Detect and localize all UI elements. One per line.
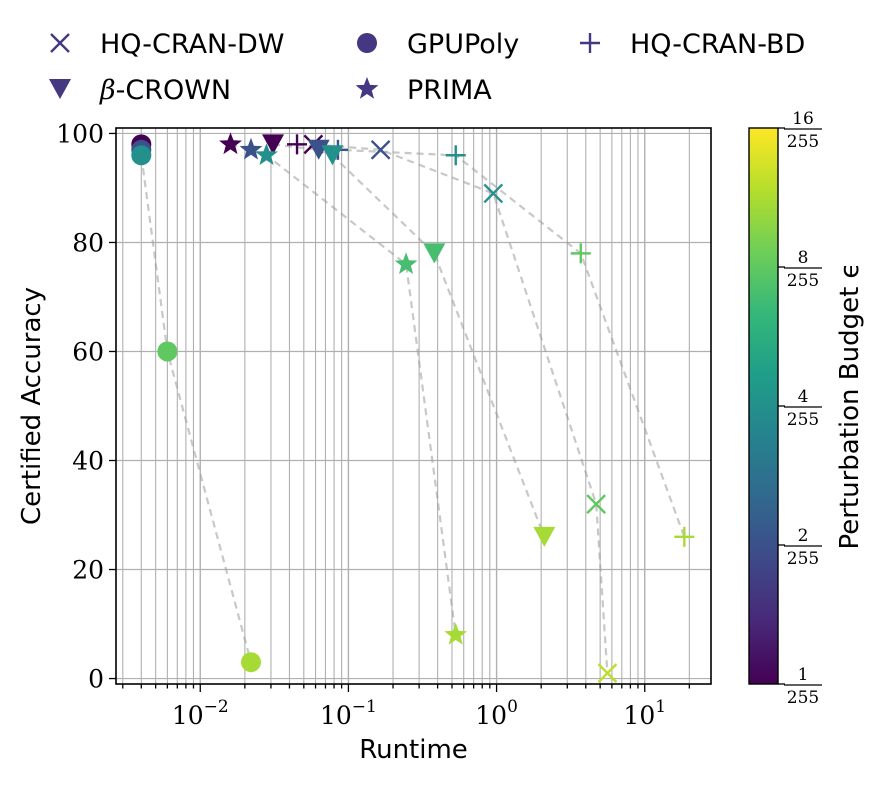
colorbar-tick-numerator: 8 <box>798 248 809 268</box>
legend-label: GPUPoly <box>407 29 519 60</box>
y-tick-label: 100 <box>56 119 104 148</box>
legend-marker <box>580 33 600 53</box>
axes: 10−2 10−1 100 101020406080100RuntimeCertifi… <box>17 119 712 765</box>
colorbar-tick-denominator: 255 <box>787 271 819 291</box>
legend-label: HQ-CRAN-DW <box>100 29 284 60</box>
data-point <box>219 132 242 155</box>
colorbar-tick-denominator: 255 <box>787 688 819 708</box>
data-point <box>483 183 504 204</box>
data-point <box>307 139 330 160</box>
colorbar-tick-numerator: 4 <box>798 387 809 407</box>
legend-marker <box>49 79 71 99</box>
connector-lines <box>140 143 686 674</box>
colorbar-tick-denominator: 255 <box>787 410 819 430</box>
series-line <box>296 143 686 538</box>
legend-label: PRIMA <box>407 75 492 106</box>
data-point <box>586 494 607 514</box>
data-point <box>533 526 556 547</box>
data-point <box>370 139 391 160</box>
data-marks <box>131 132 695 683</box>
data-point <box>597 663 618 683</box>
y-tick-label: 0 <box>88 665 104 694</box>
data-point <box>255 143 278 165</box>
legend-item: PRIMA <box>355 75 492 106</box>
legend-item: HQ-CRAN-BD <box>580 29 805 60</box>
y-tick-label: 40 <box>72 447 104 476</box>
data-point <box>239 137 263 160</box>
series-line <box>313 143 609 674</box>
legend: HQ-CRAN-DW GPUPoly HQ-CRAN-BD β-CROWN PRIMA <box>49 29 805 106</box>
data-point <box>131 145 152 166</box>
plot-frame <box>115 127 712 685</box>
data-point <box>444 622 468 645</box>
colorbar-gradient <box>748 127 779 685</box>
legend-marker <box>357 33 377 53</box>
colorbar-tick-numerator: 16 <box>792 109 814 129</box>
legend-item: HQ-CRAN-DW <box>50 29 284 60</box>
legend-marker <box>50 33 70 53</box>
legend-marker <box>355 77 379 99</box>
colorbar-tick-denominator: 255 <box>787 549 819 569</box>
data-point <box>394 252 418 274</box>
data-point <box>262 134 285 155</box>
legend-item: β-CROWN <box>49 75 231 106</box>
legend-label: β-CROWN <box>99 75 231 106</box>
series-line <box>140 144 253 663</box>
y-axis-title: Certified Accuracy <box>17 287 47 525</box>
grid <box>116 128 711 684</box>
data-point <box>240 652 261 673</box>
series-line <box>272 143 546 538</box>
x-axis-title: Runtime <box>359 735 468 765</box>
y-tick-label: 80 <box>72 228 104 257</box>
data-point <box>287 134 308 155</box>
x-tick-label: 10−1 <box>320 697 377 730</box>
x-tick-label: 10−2 <box>172 697 229 730</box>
data-point <box>157 341 178 362</box>
y-tick-label: 60 <box>72 337 104 366</box>
series-line <box>230 143 457 636</box>
data-point <box>674 526 695 547</box>
x-tick-label: 100 <box>475 697 518 730</box>
legend-item: GPUPoly <box>357 29 519 60</box>
data-point <box>570 243 591 264</box>
colorbar-tick-numerator: 1 <box>798 665 809 685</box>
y-tick-label: 20 <box>72 556 104 585</box>
data-point <box>321 145 344 166</box>
colorbar-tick-denominator: 255 <box>787 132 819 152</box>
data-point <box>445 145 466 166</box>
colorbar-label: Perturbation Budget ϵ <box>835 262 865 549</box>
data-point <box>423 243 446 264</box>
x-tick-label: 101 <box>623 697 666 730</box>
legend-label: HQ-CRAN-BD <box>630 29 805 60</box>
colorbar-tick-numerator: 2 <box>798 526 809 546</box>
